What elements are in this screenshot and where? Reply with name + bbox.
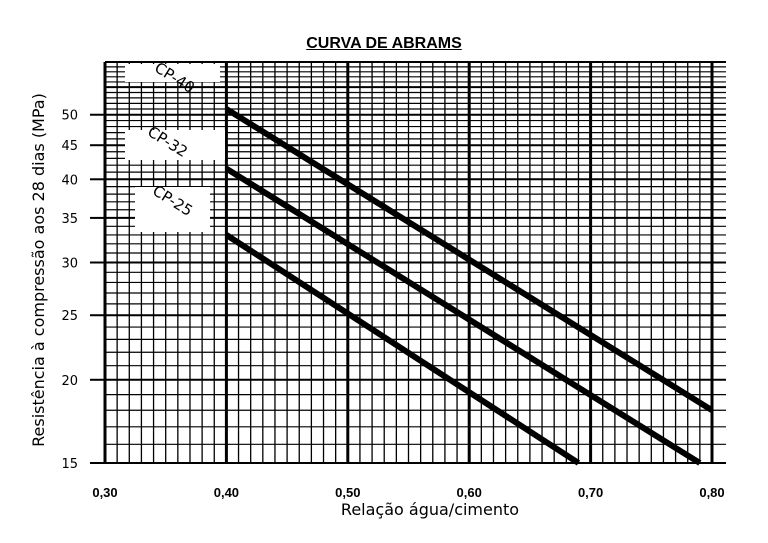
y-axis-label: Resistência à compressão aos 28 dias (MP…: [29, 93, 48, 447]
y-tick-label: 35: [61, 212, 78, 227]
label-backdrop: [125, 130, 225, 160]
series-line-cp-40: [224, 106, 714, 413]
y-tick-label: 45: [61, 139, 78, 154]
label-backdrop: [135, 187, 210, 232]
x-tick-label: 0,60: [457, 485, 482, 500]
series-line-cp-32: [224, 166, 702, 466]
series-line-cp-25: [224, 232, 581, 466]
y-tick-label: 20: [61, 374, 78, 389]
y-tick-label: 30: [61, 257, 78, 272]
y-tick-label: 15: [61, 457, 78, 472]
chart-title: CURVA DE ABRAMS: [306, 35, 462, 52]
y-tick-label: 25: [61, 309, 78, 324]
label-backdrop: [125, 64, 220, 82]
x-axis-label: Relação água/cimento: [340, 500, 520, 519]
y-tick-label: 40: [61, 173, 78, 188]
x-tick-label: 0,50: [335, 485, 360, 500]
x-tick-label: 0,70: [578, 485, 603, 500]
x-tick-label: 0,80: [699, 485, 724, 500]
y-tick-label: 50: [61, 109, 78, 124]
x-tick-label: 0,30: [92, 485, 117, 500]
x-tick-label: 0,40: [214, 485, 239, 500]
